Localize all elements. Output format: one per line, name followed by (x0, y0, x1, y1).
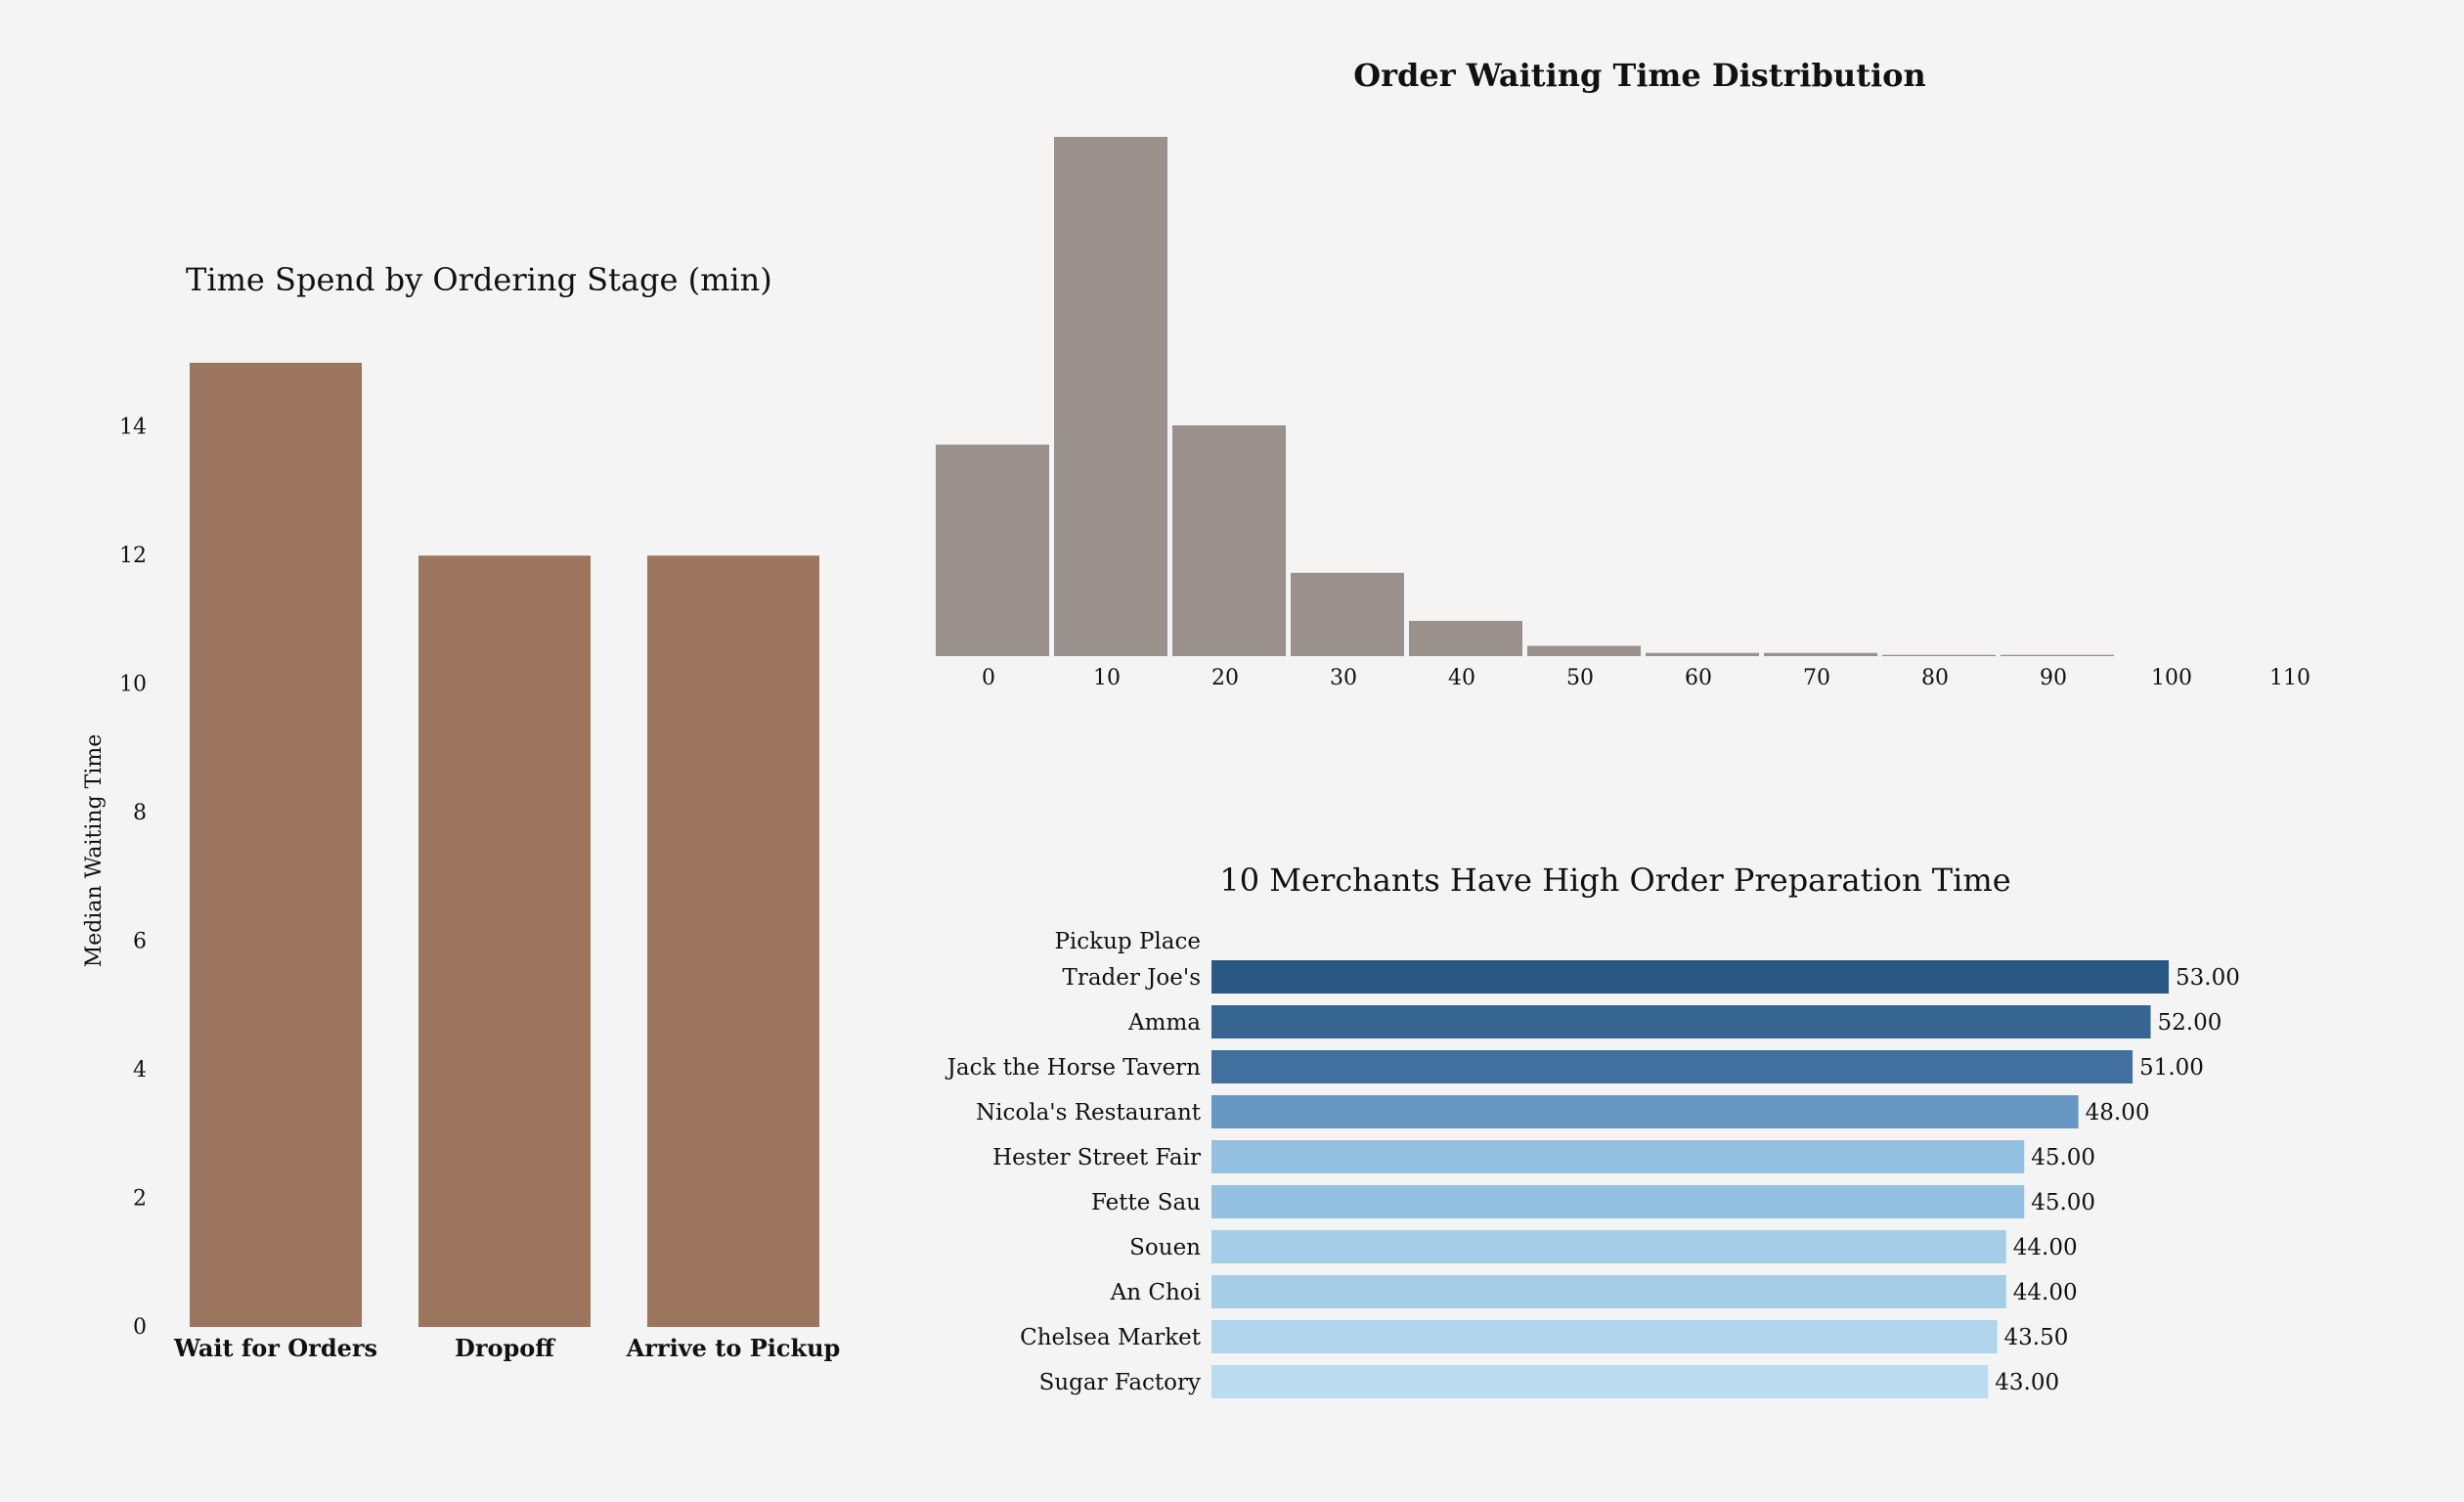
merchant-bar (1211, 1275, 2006, 1308)
merchant-bar (1211, 1320, 1998, 1353)
merchant-bar (1211, 1365, 1989, 1398)
merchant-name-label: Amma (1127, 1010, 1201, 1036)
histogram-bar (1172, 425, 1286, 656)
histogram-bar (1291, 572, 1404, 656)
merchant-name-label: An Choi (1110, 1280, 1201, 1305)
merchant-value-label: 51.00 (2139, 1055, 2204, 1081)
stage-category-label: Dropoff (455, 1334, 555, 1362)
stage-bar (647, 555, 819, 1327)
histogram-bar (2001, 654, 2114, 656)
histogram-x-tick-label: 30 (1330, 666, 1357, 690)
stage-y-tick-label: 8 (133, 801, 147, 825)
merchant-name-label: Trader Joe's (1063, 965, 1202, 991)
merchant-value-label: 45.00 (2031, 1190, 2095, 1215)
stage-chart-y-axis-title: Median Waiting Time (82, 734, 107, 968)
stage-y-tick-label: 10 (119, 673, 147, 697)
merchant-prep-time-bar-chart: 10 Merchants Have High Order Preparation… (946, 861, 2240, 1398)
stage-y-tick-label: 4 (133, 1058, 147, 1082)
merchant-value-label: 43.50 (2004, 1325, 2069, 1350)
stage-category-label: Arrive to Pickup (626, 1334, 841, 1362)
histogram-x-tick-label: 50 (1566, 666, 1594, 690)
merchant-bar (1211, 1230, 2006, 1263)
histogram-bar (1527, 645, 1641, 656)
histogram-title: Order Waiting Time Distribution (1353, 57, 1925, 94)
histogram-bar (1054, 137, 1167, 656)
merchant-chart-title: 10 Merchants Have High Order Preparation… (1219, 861, 2010, 899)
stage-bar (418, 555, 591, 1327)
merchant-value-label: 45.00 (2031, 1145, 2095, 1171)
histogram-bar (1646, 652, 1759, 656)
merchant-value-label: 52.00 (2158, 1010, 2222, 1036)
stage-y-tick-label: 0 (133, 1315, 147, 1340)
merchant-name-label: Chelsea Market (1020, 1325, 1202, 1350)
merchant-name-label: Souen (1129, 1235, 1201, 1260)
merchant-bar (1211, 960, 2169, 994)
stage-y-tick-label: 6 (133, 930, 147, 954)
histogram-x-tick-label: 40 (1448, 666, 1475, 690)
merchant-name-label: Sugar Factory (1039, 1370, 1201, 1395)
stage-y-tick-label: 12 (119, 544, 147, 568)
stage-chart-title: Time Spend by Ordering Stage (min) (186, 261, 772, 298)
stage-category-label: Wait for Orders (173, 1334, 377, 1362)
merchant-value-label: 48.00 (2086, 1100, 2150, 1126)
histogram-x-tick-label: 100 (2151, 666, 2192, 690)
merchant-value-label: 43.00 (1995, 1370, 2059, 1395)
stage-y-tick-label: 2 (133, 1187, 147, 1212)
merchant-bar (1211, 1050, 2134, 1083)
merchant-axis-title: Pickup Place (1054, 929, 1201, 954)
histogram-x-tick-label: 110 (2269, 666, 2310, 690)
histogram-x-tick-label: 90 (2040, 666, 2067, 690)
merchant-value-label: 44.00 (2013, 1280, 2078, 1305)
stage-bar (190, 363, 362, 1327)
histogram-x-tick-label: 20 (1211, 666, 1239, 690)
waiting-time-histogram: Order Waiting Time Distribution 0 10 20 30 4… (936, 57, 2310, 690)
merchant-value-label: 44.00 (2013, 1235, 2078, 1260)
histogram-x-tick-label: 80 (1921, 666, 1949, 690)
merchant-name-label: Hester Street Fair (992, 1145, 1201, 1171)
histogram-bar (1882, 654, 1996, 656)
merchant-bar (1211, 1005, 2151, 1038)
merchant-name-label: Jack the Horse Tavern (946, 1055, 1202, 1081)
histogram-x-tick-label: 70 (1803, 666, 1830, 690)
stage-time-bar-chart: Time Spend by Ordering Stage (min) Media… (82, 261, 840, 1362)
histogram-bar (936, 444, 1049, 656)
merchant-name-label: Nicola's Restaurant (976, 1100, 1202, 1126)
merchant-bar (1211, 1140, 2025, 1173)
merchant-bar (1211, 1095, 2079, 1128)
histogram-bar (1409, 620, 1522, 656)
histogram-x-tick-label: 10 (1093, 666, 1121, 690)
merchant-value-label: 53.00 (2176, 965, 2240, 991)
histogram-x-tick-label: 0 (982, 666, 995, 690)
stage-y-tick-label: 14 (119, 416, 147, 440)
merchant-name-label: Fette Sau (1091, 1190, 1201, 1215)
histogram-x-tick-label: 60 (1685, 666, 1712, 690)
histogram-bar (1764, 652, 1877, 656)
merchant-bar (1211, 1185, 2025, 1218)
